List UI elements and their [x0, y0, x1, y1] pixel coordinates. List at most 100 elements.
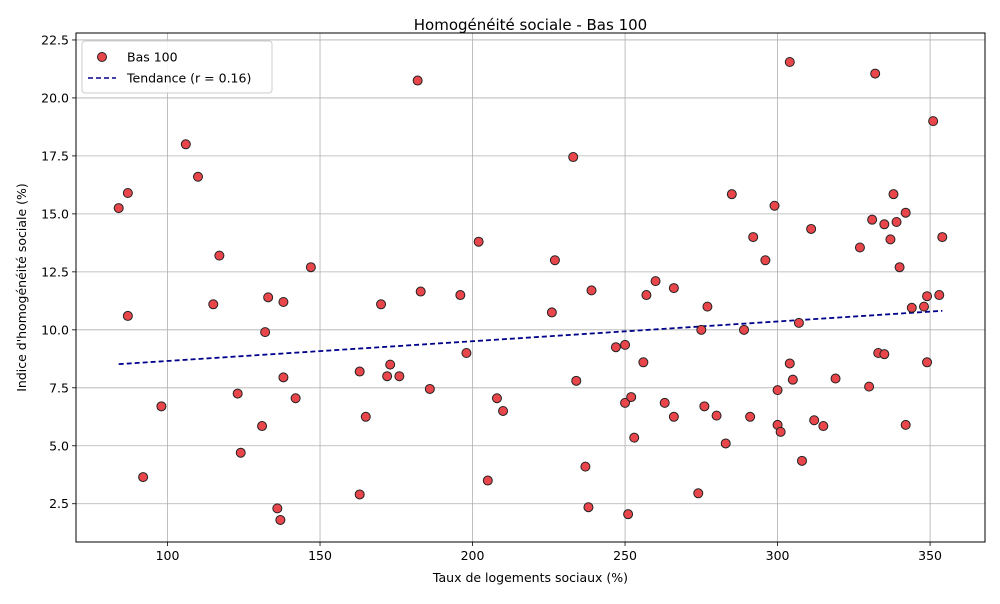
scatter-point: [278, 296, 289, 307]
scatter-point: [864, 381, 875, 392]
points-layer: [113, 56, 948, 525]
scatter-point: [156, 401, 167, 412]
scatter-point: [235, 447, 246, 458]
scatter-point: [122, 188, 133, 199]
scatter-point: [769, 200, 780, 211]
scatter-point: [641, 290, 652, 301]
scatter-point: [793, 317, 804, 328]
scatter-point: [934, 290, 945, 301]
x-tick-label: 350: [918, 548, 942, 563]
scatter-point: [257, 421, 268, 432]
scatter-point: [232, 388, 243, 399]
scatter-point: [888, 189, 899, 200]
plot-frame: [75, 32, 986, 543]
scatter-point: [796, 455, 807, 466]
scatter-point: [870, 68, 881, 79]
scatter-point: [214, 250, 225, 261]
scatter-point: [623, 509, 634, 520]
y-axis-label: Indice d'homogénéité sociale (%): [14, 183, 29, 392]
scatter-point: [693, 488, 704, 499]
scatter-point: [376, 299, 387, 310]
scatter-point: [650, 276, 661, 287]
scatter-point: [900, 207, 911, 218]
scatter-point: [894, 262, 905, 273]
scatter-point: [775, 426, 786, 437]
scatter-point: [482, 475, 493, 486]
scatter-point: [263, 292, 274, 303]
scatter-point: [745, 411, 756, 422]
scatter-point: [784, 56, 795, 67]
scatter-point: [586, 285, 597, 296]
scatter-point: [275, 514, 286, 525]
legend-label-trend: Tendance (r = 0.16): [126, 71, 251, 86]
scatter-point: [208, 299, 219, 310]
scatter-point: [354, 489, 365, 500]
x-tick-label: 300: [766, 548, 790, 563]
y-tick-label: 15.0: [41, 206, 69, 221]
scatter-point: [360, 411, 371, 422]
legend-label-scatter: Bas 100: [127, 50, 178, 65]
legend-marker-scatter: [97, 52, 107, 62]
y-tick-label: 20.0: [41, 90, 69, 105]
scatter-point: [854, 242, 865, 253]
scatter-point: [138, 472, 149, 483]
y-tick-label: 10.0: [41, 322, 69, 337]
scatter-point: [720, 438, 731, 449]
scatter-point: [937, 232, 948, 243]
scatter-point: [113, 203, 124, 214]
scatter-point: [424, 383, 435, 394]
scatter-point: [473, 236, 484, 247]
chart-title: Homogénéité sociale - Bas 100: [414, 16, 647, 34]
x-tick-label: 250: [613, 548, 637, 563]
scatter-point: [830, 373, 841, 384]
y-tick-label: 17.5: [41, 148, 69, 163]
trend-line: [118, 309, 943, 366]
y-tick-label: 7.5: [49, 380, 69, 395]
scatter-point: [885, 234, 896, 245]
legend: Bas 100 Tendance (r = 0.16): [81, 40, 273, 94]
scatter-point: [610, 342, 621, 353]
scatter-point: [696, 324, 707, 335]
scatter-point: [922, 291, 933, 302]
scatter-point: [305, 262, 316, 273]
scatter-point: [922, 357, 933, 368]
scatter-point: [491, 393, 502, 404]
scatter-point: [739, 324, 750, 335]
scatter-point: [394, 371, 405, 382]
scatter-point: [571, 375, 582, 386]
scatter-point: [122, 310, 133, 321]
scatter-point: [415, 286, 426, 297]
x-tick-label: 200: [461, 548, 485, 563]
scatter-point: [260, 327, 271, 338]
y-tick-label: 12.5: [41, 264, 69, 279]
scatter-point: [772, 385, 783, 396]
trend-layer: [118, 309, 943, 366]
scatter-point: [726, 189, 737, 200]
scatter-point: [659, 397, 670, 408]
scatter-point: [668, 411, 679, 422]
scatter-point: [290, 393, 301, 404]
scatter-point: [620, 397, 631, 408]
scatter-point: [385, 359, 396, 370]
scatter-point: [900, 419, 911, 430]
scatter-point: [549, 255, 560, 266]
legend-box: [81, 40, 273, 94]
scatter-point: [784, 358, 795, 369]
scatter-point: [461, 348, 472, 359]
scatter-point: [638, 357, 649, 368]
scatter-point: [629, 432, 640, 443]
scatter-point: [928, 116, 939, 127]
scatter-point: [583, 502, 594, 513]
scatter-point: [760, 255, 771, 266]
scatter-point: [180, 139, 191, 150]
x-axis-label: Taux de logements sociaux (%): [432, 570, 628, 585]
scatter-point: [498, 405, 509, 416]
scatter-point: [626, 392, 637, 403]
scatter-point: [818, 421, 829, 432]
y-tick-label: 5.0: [49, 438, 69, 453]
scatter-point: [272, 503, 283, 514]
scatter-point: [806, 223, 817, 234]
scatter-point: [879, 219, 890, 230]
scatter-point: [748, 232, 759, 243]
